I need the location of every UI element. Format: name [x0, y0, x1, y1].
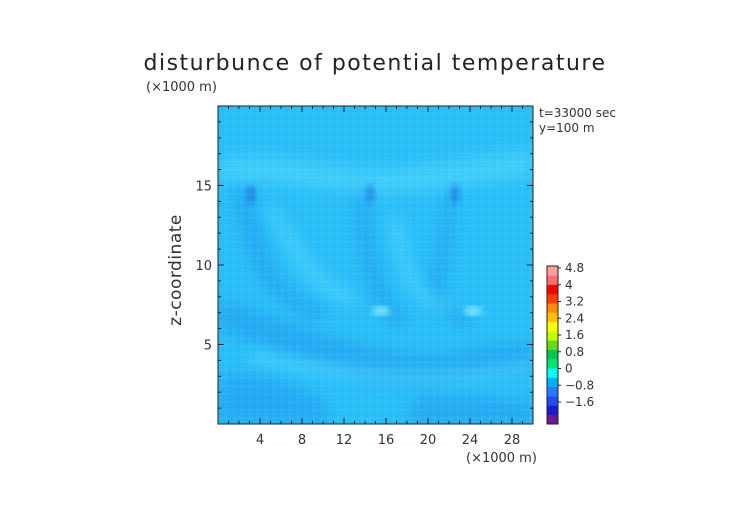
y-slice-label: y=100 m — [539, 121, 595, 135]
positive-core-middle — [372, 306, 390, 316]
colorbar-swatch — [547, 321, 558, 332]
x-tick-label: 4 — [256, 433, 264, 448]
anomaly-middle-plume — [356, 180, 410, 328]
colorbar-swatch — [547, 331, 558, 341]
anomaly-upper-band — [218, 150, 533, 193]
y-tick-label: 10 — [195, 259, 212, 274]
time-label: t=33000 sec — [539, 106, 616, 120]
negative-core-right — [451, 184, 459, 204]
colorbar-swatch — [547, 284, 558, 295]
anomaly-bottom-left — [218, 374, 330, 424]
x-axis-unit: (×1000 m) — [466, 451, 537, 466]
colorbar-swatch — [547, 349, 558, 360]
anomaly-lower-band — [218, 300, 533, 386]
colorbar-swatch — [547, 293, 558, 304]
colorbar-label: 4 — [565, 278, 573, 292]
colorbar-swatch — [547, 312, 558, 323]
anomaly-mid-right — [388, 215, 458, 312]
colorbar-swatch — [547, 414, 558, 425]
anomaly-left-plume — [232, 185, 325, 322]
colorbar-swatch — [547, 266, 558, 276]
x-tick-label: 12 — [336, 433, 353, 448]
y-tick-label: 15 — [195, 180, 212, 195]
negative-core-middle — [366, 184, 374, 204]
x-axis-ticks: 4 8 12 16 20 24 28 — [228, 106, 523, 448]
y-axis-unit: (×1000 m) — [146, 80, 217, 95]
colorbar-swatch — [547, 386, 558, 397]
colorbar-swatch — [547, 377, 558, 388]
colorbar-swatch — [547, 303, 558, 313]
colorbar-swatch — [547, 340, 558, 350]
colorbar-frame — [546, 265, 559, 425]
anomaly-right-plume — [431, 182, 470, 324]
colorbar-label: −0.8 — [565, 378, 594, 392]
anomaly-bottom-right — [408, 396, 533, 424]
x-tick-label: 28 — [504, 433, 521, 448]
x-tick-label: 20 — [420, 433, 437, 448]
colorbar-swatch — [547, 275, 558, 285]
colorbar-swatch — [547, 368, 558, 378]
x-tick-label: 16 — [378, 433, 395, 448]
plot-area — [218, 106, 533, 424]
colorbar-label: 3.2 — [565, 295, 584, 309]
negative-anomaly-regions — [218, 180, 533, 424]
positive-core-right — [464, 306, 482, 316]
colorbar-label: 0 — [565, 362, 573, 376]
chart-title: disturbunce of potential temperature — [144, 51, 607, 76]
colorbar-label: −1.6 — [565, 395, 594, 409]
positive-anomaly-regions — [218, 150, 533, 384]
colorbar: 4.8 4 3.2 2.4 1.6 0.8 0 −0.8 −1.6 — [546, 261, 594, 425]
negative-cores — [246, 184, 459, 205]
anomaly-mid-left — [265, 205, 360, 305]
y-axis-label: z-coordinate — [166, 214, 186, 326]
x-tick-label: 24 — [462, 433, 479, 448]
anomaly-low-band — [250, 350, 533, 384]
colorbar-label: 2.4 — [565, 311, 584, 325]
colorbar-label: 1.6 — [565, 328, 584, 342]
grid-lines — [218, 106, 533, 424]
colorbar-swatch — [547, 396, 558, 406]
y-tick-label: 5 — [204, 339, 212, 354]
x-tick-label: 8 — [298, 433, 306, 448]
colorbar-label: 0.8 — [565, 345, 584, 359]
negative-core-left — [246, 185, 256, 205]
colorbar-label: 4.8 — [565, 261, 584, 275]
y-axis-ticks: 5 10 15 — [195, 121, 533, 409]
positive-cores — [372, 306, 482, 316]
colorbar-swatch — [547, 405, 558, 416]
colorbar-swatch — [547, 358, 558, 369]
